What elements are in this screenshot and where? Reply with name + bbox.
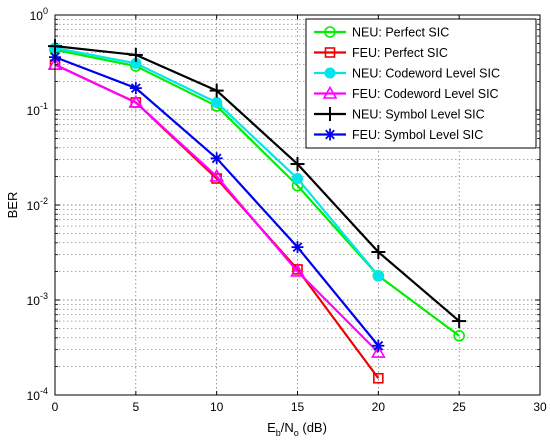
y-tick-label-exponent: -1 (40, 101, 48, 111)
marker-filled-circle (292, 173, 303, 185)
series-line (54, 63, 380, 354)
legend-marker (324, 67, 336, 79)
y-tick-label-exponent: -2 (40, 196, 48, 206)
data-point (128, 94, 144, 108)
y-tick-label-exponent: 0 (43, 6, 48, 16)
series-line (54, 45, 460, 322)
x-axis-label-main: E (267, 420, 276, 435)
marker-circle (453, 329, 465, 342)
data-point (210, 152, 223, 165)
y-tick-label-exponent: -4 (40, 386, 48, 396)
legend-item: NEU: Codeword Level SIC (314, 67, 500, 81)
y-axis-label: BER (5, 192, 20, 219)
data-point (292, 173, 303, 185)
data-point (290, 157, 305, 172)
x-axis-label: Eb/No (dB) (267, 420, 327, 438)
data-point (209, 168, 225, 182)
data-point (209, 83, 224, 98)
y-tick-label-base: 10 (27, 389, 41, 403)
y-tick-label-base: 10 (27, 294, 41, 308)
marker-triangle (209, 168, 225, 182)
marker-asterisk-stroke (130, 83, 141, 93)
marker-triangle (370, 344, 386, 358)
marker-filled-circle (372, 270, 384, 282)
legend-box (305, 18, 537, 149)
marker-circle (324, 26, 336, 38)
legend-label: FEU: Perfect SIC (352, 46, 448, 60)
legend-label: NEU: Perfect SIC (352, 26, 449, 40)
legend-label: NEU: Codeword Level SIC (352, 67, 500, 81)
y-tick-label: 10-4 (27, 386, 48, 403)
data-point (452, 314, 467, 329)
data-point (290, 263, 305, 277)
y-tick-label: 100 (30, 6, 48, 23)
legend-marker (324, 26, 336, 38)
legend-label: FEU: Codeword Level SIC (352, 87, 499, 101)
marker-asterisk-stroke (292, 242, 303, 253)
data-point (370, 344, 386, 358)
legend-item: FEU: Codeword Level SIC (314, 85, 499, 101)
marker-triangle (128, 94, 144, 108)
legend: NEU: Perfect SIC FEU: Perfect SIC NEU: Cod… (305, 18, 537, 149)
x-tick-label: 5 (132, 400, 139, 414)
data-point (129, 82, 142, 95)
x-tick-label: 30 (533, 400, 547, 414)
legend-marker (323, 107, 337, 121)
legend-item: NEU: Symbol Level SIC (314, 107, 485, 122)
data-point (211, 96, 223, 108)
y-tick-label: 10-2 (27, 196, 48, 213)
marker-triangle (290, 263, 305, 277)
y-tick-label-base: 10 (27, 104, 41, 118)
marker-asterisk-stroke (211, 153, 222, 164)
y-tick-label-base: 10 (27, 199, 41, 213)
data-point (453, 329, 465, 342)
legend-item: FEU: Perfect SIC (314, 46, 448, 60)
series-line (54, 48, 460, 337)
series-3 (47, 57, 386, 358)
x-tick-label: 15 (291, 400, 305, 414)
legend-item: FEU: Symbol Level SIC (314, 128, 483, 142)
x-tick-label: 20 (372, 400, 386, 414)
data-point (128, 47, 143, 62)
marker-triangle (322, 85, 338, 99)
y-tick-label-base: 10 (30, 9, 44, 23)
y-tick-label: 10-3 (27, 291, 48, 308)
data-point (372, 339, 385, 352)
legend-label: NEU: Symbol Level SIC (352, 108, 485, 122)
legend-marker (322, 85, 338, 99)
marker-asterisk-stroke (373, 340, 384, 351)
x-tick-label: 25 (452, 400, 466, 414)
legend-marker (324, 128, 336, 141)
data-point (291, 241, 304, 254)
x-axis-label-tail: (dB) (299, 420, 327, 435)
legend-item: NEU: Perfect SIC (314, 26, 449, 40)
x-tick-label: 10 (210, 400, 224, 414)
data-point (373, 372, 384, 384)
data-point (371, 245, 386, 260)
x-axis-label-sub-b: b (276, 428, 281, 438)
marker-square (324, 47, 336, 58)
y-tick-label: 10-1 (27, 101, 48, 118)
legend-marker (324, 47, 336, 58)
marker-asterisk-stroke (325, 129, 335, 140)
x-axis-label-sub-o: o (294, 428, 299, 438)
legend-label: FEU: Symbol Level SIC (352, 128, 483, 142)
y-tick-label-exponent: -3 (40, 291, 48, 301)
series-layer (47, 39, 467, 384)
marker-filled-circle (211, 96, 223, 108)
data-point (372, 270, 384, 282)
x-axis-label-mid: /N (281, 420, 294, 435)
marker-square (373, 372, 384, 384)
marker-filled-circle (324, 67, 336, 79)
x-tick-label: 0 (52, 400, 59, 414)
